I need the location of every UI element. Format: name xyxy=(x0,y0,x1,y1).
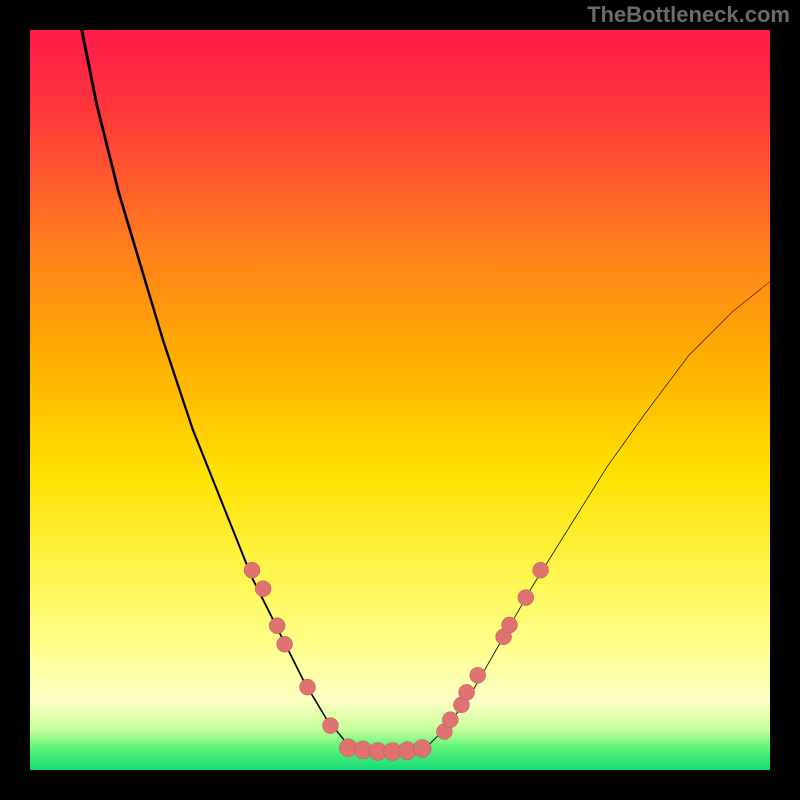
data-marker xyxy=(277,636,293,652)
data-marker xyxy=(300,679,316,695)
plot-area xyxy=(30,30,770,770)
watermark-text: TheBottleneck.com xyxy=(587,2,790,28)
data-marker xyxy=(533,562,549,578)
data-marker xyxy=(322,718,338,734)
data-marker xyxy=(470,667,486,683)
data-marker xyxy=(518,590,534,606)
data-marker xyxy=(413,740,431,758)
data-marker xyxy=(269,618,285,634)
chart-svg xyxy=(0,0,800,800)
chart-root: TheBottleneck.com xyxy=(0,0,800,800)
data-marker xyxy=(442,712,458,728)
data-marker xyxy=(244,562,260,578)
data-marker xyxy=(255,581,271,597)
data-marker xyxy=(459,684,475,700)
data-marker xyxy=(502,617,518,633)
